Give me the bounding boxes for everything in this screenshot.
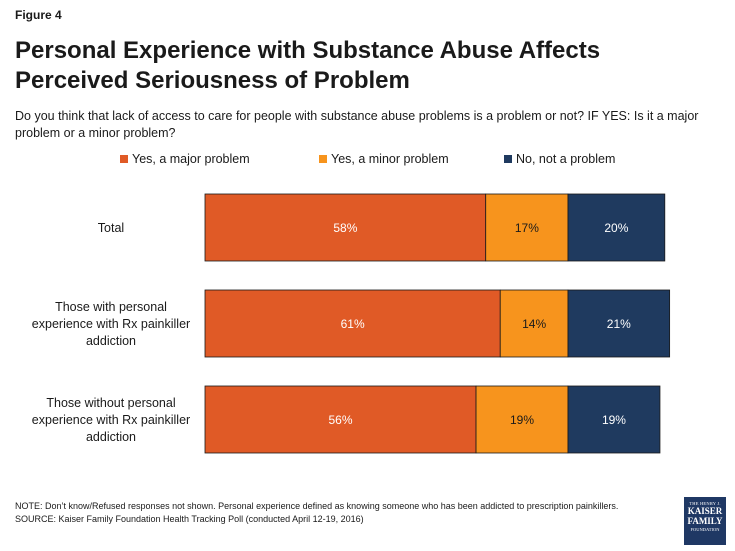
legend-item-major: Yes, a major problem [120,152,250,166]
bar-with-experience-not [567,289,671,358]
logo-line3: FAMILY [687,516,723,526]
data-label-without-experience-minor: 19% [510,413,534,427]
data-label-with-experience-not: 21% [607,317,631,331]
figure-label: Figure 4 [15,8,62,22]
data-label-with-experience-major: 61% [341,317,365,331]
chart-title: Personal Experience with Substance Abuse… [15,37,601,94]
data-label-without-experience-major: 56% [329,413,353,427]
data-label-with-experience-minor: 14% [522,317,546,331]
bar-total-not [567,193,666,262]
logo-line1: THE HENRY J. [689,501,721,506]
chart-subtitle: Do you think that lack of access to care… [15,109,699,140]
data-label-total-minor: 17% [515,221,539,235]
category-label-with-experience-line3: addiction [86,334,136,348]
kff-logo: THE HENRY J. KAISER FAMILY FOUNDATION [684,497,726,545]
legend-swatch-major [120,155,128,163]
stacked-bar-chart: Total 58% 17% 20% Those with personal experie… [32,193,671,454]
bar-without-experience-major [204,385,477,454]
logo-line4: FOUNDATION [690,527,720,532]
legend-swatch-minor [319,155,327,163]
bar-with-experience-major [204,289,501,358]
category-label-total-line1: Total [98,221,124,235]
bar-total-major [204,193,487,262]
legend-label-major: Yes, a major problem [132,152,250,166]
data-label-total-major: 58% [333,221,357,235]
legend-swatch-not [504,155,512,163]
bar-total-minor [485,193,569,262]
data-label-without-experience-not: 19% [602,413,626,427]
source-text: SOURCE: Kaiser Family Foundation Health … [15,513,364,524]
bar-without-experience-minor [475,385,569,454]
category-label-without-experience-line1: Those without personal [46,396,175,410]
footnotes: NOTE: Don’t know/Refused responses not s… [15,500,665,525]
category-label-with-experience-line1: Those with personal [55,300,167,314]
legend-label-not: No, not a problem [516,152,616,166]
data-label-total-not: 20% [604,221,628,235]
category-label-with-experience-line2: experience with Rx painkiller [32,317,190,331]
legend-item-not: No, not a problem [504,152,615,166]
legend-item-minor: Yes, a minor problem [319,152,449,166]
category-label-without-experience-line3: addiction [86,430,136,444]
category-label-without-experience-line2: experience with Rx painkiller [32,413,190,427]
legend-label-minor: Yes, a minor problem [331,152,449,166]
logo-line2: KAISER [687,506,723,516]
note-text: NOTE: Don’t know/Refused responses not s… [15,501,619,511]
bar-without-experience-not [567,385,661,454]
